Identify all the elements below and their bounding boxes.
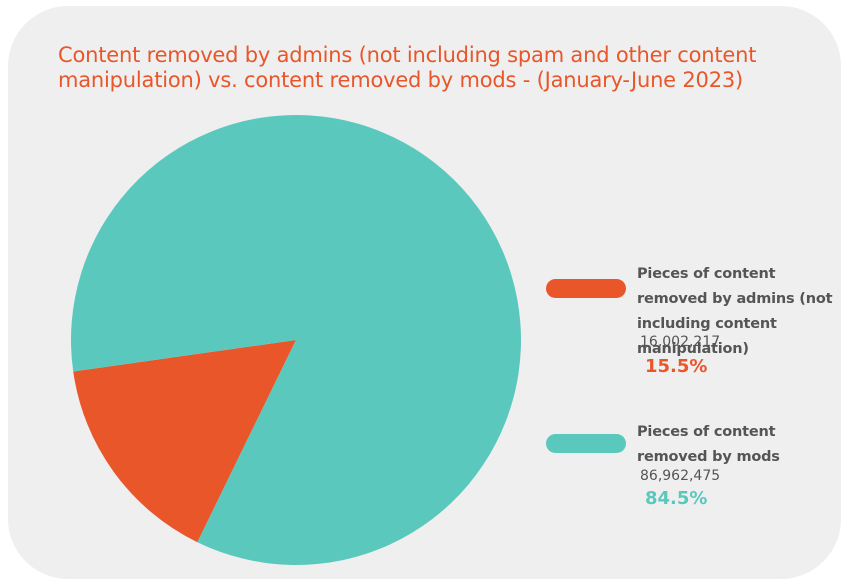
legend-count-admins: 16,002,217	[640, 334, 721, 350]
legend-label-mods: Pieces of content removed by mods	[637, 424, 780, 465]
pie-slice-mods	[71, 115, 521, 565]
legend-swatch-admins	[546, 279, 626, 298]
pie-slice-admins	[73, 340, 297, 543]
legend-count-mods: 86,962,475	[640, 468, 721, 484]
legend-percent-admins: 15.5%	[645, 356, 708, 377]
legend-percent-mods: 84.5%	[645, 488, 708, 509]
legend-label-admins: Pieces of content removed by admins (not…	[637, 266, 833, 357]
chart-title: Content removed by admins (not including…	[58, 43, 757, 92]
legend-swatch-mods	[546, 434, 626, 453]
